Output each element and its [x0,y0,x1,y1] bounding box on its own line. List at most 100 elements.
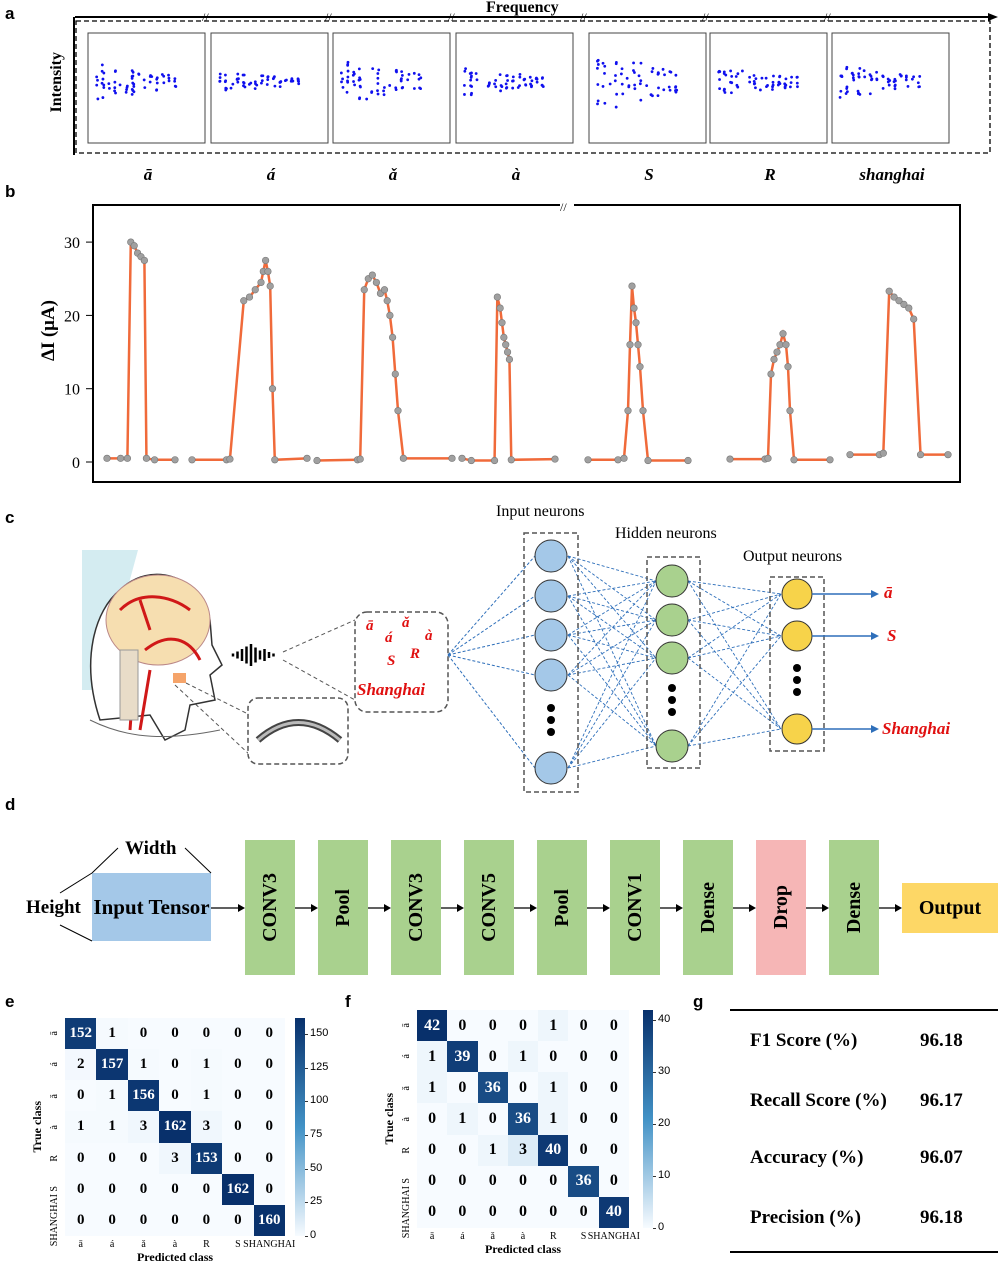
heatmap-cell: 162 [222,1173,254,1205]
scatter-point [918,75,922,78]
scatter-point [887,83,891,87]
heatmap-cell: 0 [222,1049,254,1081]
heatmap-cell: 0 [568,1196,599,1228]
scatter-point [125,88,128,91]
heatmap-cell: 0 [190,1173,223,1205]
scatter-point [912,75,916,79]
scatter-point [162,81,166,85]
word-box [354,611,449,713]
heatmap-cell: 0 [598,1072,629,1104]
data-point [624,407,632,415]
heatmap-cell: 0 [507,1010,539,1042]
ellipsis-dot [793,664,801,672]
data-point [399,454,408,462]
scatter-point [167,79,171,83]
scatter-point [863,75,867,79]
heatmap-cell: 0 [159,1204,191,1236]
heatmap-cell: 0 [507,1072,539,1104]
heatmap-cell: 1 [190,1049,223,1081]
heatmap-cell: 0 [96,1142,128,1174]
metric-label: Recall Score (%) [750,1090,887,1111]
output-neurons-label: Output neurons [743,548,843,565]
data-point [786,407,794,415]
heatmap-cell: 0 [159,1080,191,1112]
scatter-point [167,76,171,80]
hidden-neuron [655,729,689,763]
y-tick-text: SHANGHAI [48,1194,60,1247]
scatter-point [470,91,473,95]
heatmap-cell: 1 [447,1103,478,1135]
scatter-point [273,75,276,79]
y-tick-text: S [400,1178,412,1185]
heatmap-cell: 1 [65,1111,97,1143]
heatmap-cell: 0 [568,1041,599,1073]
hidden-layer-box [646,556,701,769]
y-tick-text: ǎ [400,1085,412,1091]
scatter-point [627,84,631,88]
scatter-point [487,84,491,87]
scatter-point [218,76,222,79]
scatter-point [365,97,369,101]
y-tick-label: à [399,1103,413,1134]
data-point [626,341,634,349]
data-point [634,341,642,349]
scatter-point [530,84,534,88]
scatter-point [771,83,775,87]
metric-value: 96.18 [920,1207,963,1228]
scatter-point [499,89,502,93]
word-label-6: shanghai [859,165,925,184]
spectrum-box-1 [210,32,329,144]
scatter-point [596,59,599,63]
connection-line [567,619,657,636]
scatter-point [243,85,247,89]
output-block: Output [902,883,998,933]
connection-line [687,728,782,747]
scatter-point [394,88,398,92]
scatter-point [748,80,752,84]
colorbar-tick [305,1034,308,1036]
data-point [507,456,515,464]
scatter-point [296,78,300,81]
connection-line [567,619,657,676]
scatter-point [844,92,848,95]
scatter-point [494,85,498,89]
scatter-point [345,90,349,94]
scatter-point [468,72,472,75]
scatter-point [463,69,467,73]
scatter-point [783,85,787,89]
word-label-3: à [511,165,521,184]
scatter-point [796,85,799,89]
scatter-point [358,84,362,88]
y-tick-label: ǎ [47,1080,61,1111]
scatter-point [285,78,288,82]
ellipsis-dot [547,716,555,724]
scatter-point [394,69,398,73]
heatmap-cell: 0 [253,1142,285,1174]
layer-block-drop: Drop [756,840,806,975]
data-point [356,455,364,463]
scatter-point [464,67,467,71]
x-tick-label: S [580,1231,587,1242]
colorbar-tick-label: 100 [310,1094,329,1107]
perspective-line [59,872,93,894]
scatter-point [124,90,128,94]
ellipsis-dot [793,676,801,684]
data-point [551,455,559,463]
input-neuron [534,751,568,785]
scatter-point [407,72,411,76]
scatter-point [620,67,624,71]
colorbar [643,1010,653,1228]
colorbar-tick [653,1020,656,1022]
scatter-point [722,72,726,75]
scatter-point [657,72,660,75]
scatter-point [601,85,605,88]
arrow-head-icon [988,13,998,21]
scatter-point [155,88,159,92]
y-tick-label: á [47,1049,61,1080]
scatter-point [614,74,617,77]
scatter-point [845,85,849,89]
scatter-point [400,74,404,77]
scatter-point [266,75,270,79]
axis-break-mark: // [560,200,567,214]
